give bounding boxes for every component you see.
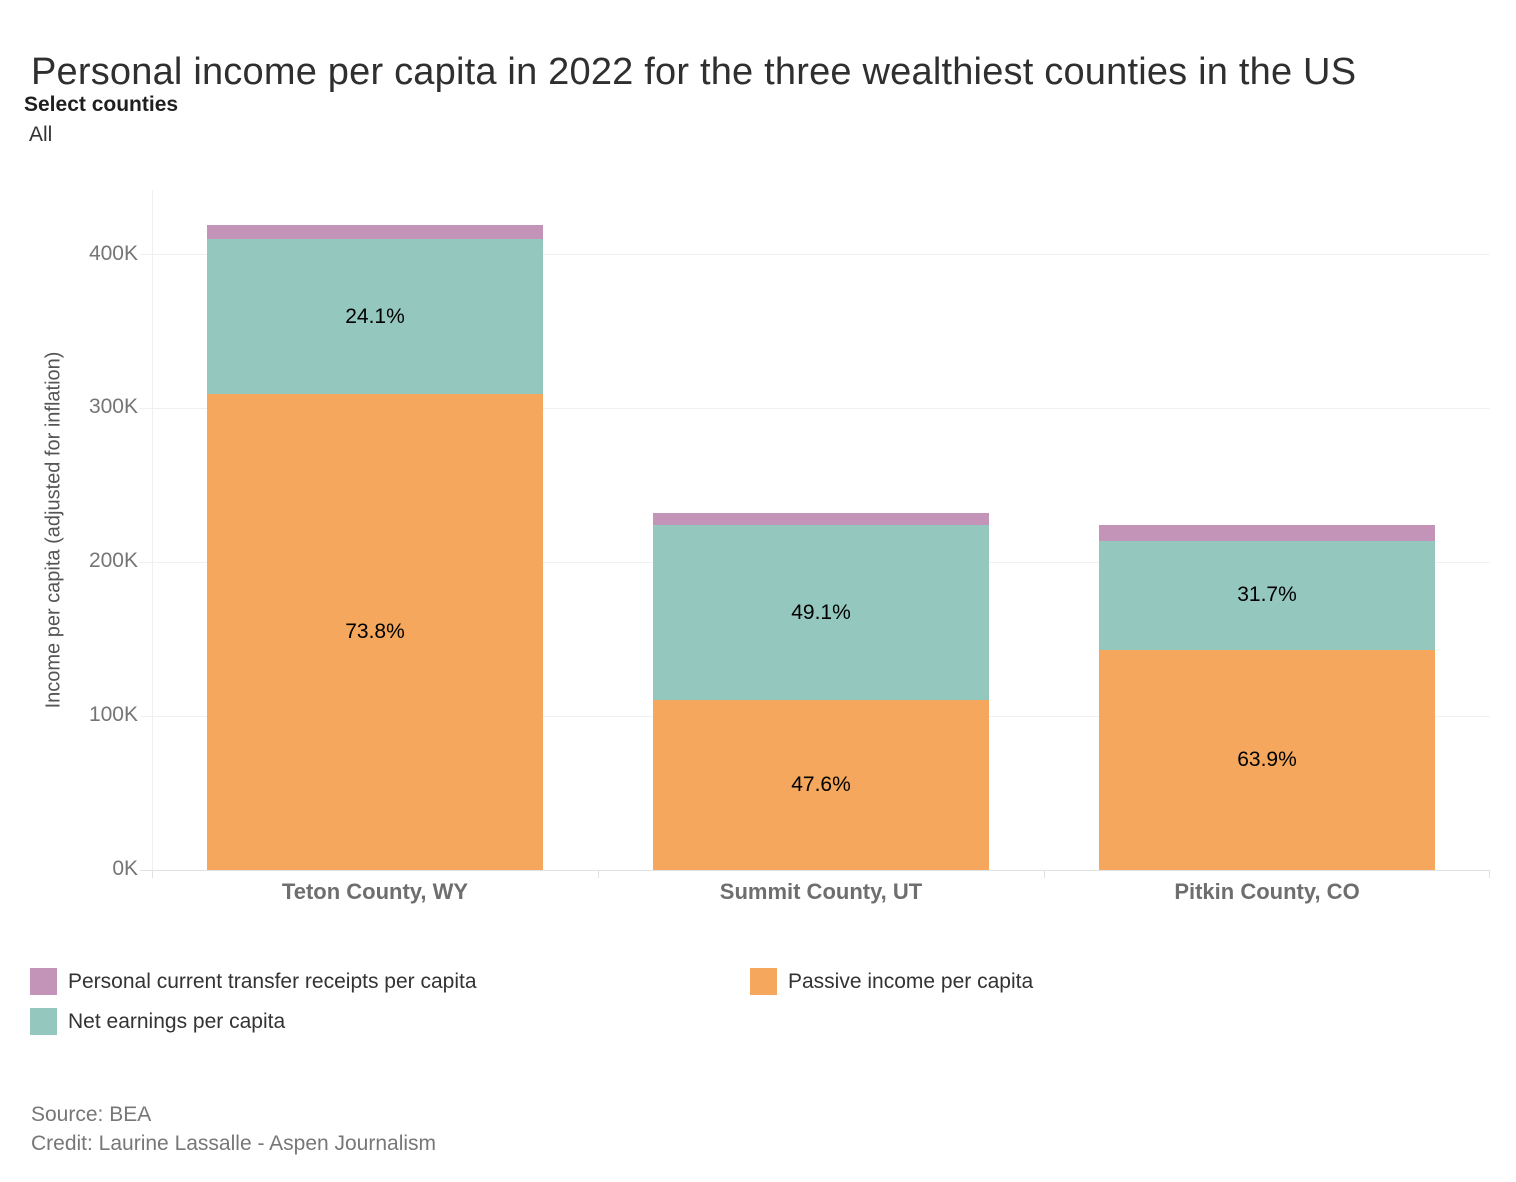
- bar-segment: 31.7%: [1099, 540, 1435, 650]
- legend-label: Personal current transfer receipts per c…: [68, 969, 477, 993]
- legend-label: Passive income per capita: [788, 969, 1034, 993]
- county-filter-value[interactable]: All: [29, 123, 53, 146]
- footer: Source: BEA Credit: Laurine Lassalle - A…: [31, 1100, 436, 1158]
- bar-column: 47.6% 49.1% Summit County, UT: [598, 190, 1044, 904]
- bar-segment: [207, 225, 543, 239]
- segment-percent-label: 73.8%: [345, 620, 405, 644]
- segment-percent-label: 31.7%: [1237, 583, 1297, 607]
- legend-swatch: [30, 968, 57, 995]
- legend-label: Net earnings per capita: [68, 1009, 286, 1033]
- x-axis-category-label: Summit County, UT: [719, 879, 923, 904]
- credit-note: Credit: Laurine Lassalle - Aspen Journal…: [31, 1132, 437, 1155]
- legend: Personal current transfer receipts per c…: [30, 968, 1033, 1035]
- x-axis-category-label: Pitkin County, CO: [1174, 879, 1360, 904]
- y-tick-label: 0K: [112, 857, 138, 880]
- bar-column: 73.8% 24.1% Teton County, WY: [152, 190, 598, 904]
- segment-percent-label: 24.1%: [345, 304, 405, 328]
- page-title: Personal income per capita in 2022 for t…: [31, 51, 1357, 94]
- plot-area: 0K 100K 200K 300K 400K 73.8% 24.1% Teton County…: [89, 190, 1490, 904]
- bar-segment: [1099, 525, 1435, 541]
- legend-item: Net earnings per capita: [30, 1008, 750, 1035]
- y-gridline: [140, 869, 1490, 871]
- bar-segment: 73.8%: [207, 394, 543, 870]
- y-tick-label: 300K: [88, 395, 138, 419]
- legend-item: Passive income per capita: [750, 968, 1033, 995]
- x-axis-tick: [598, 870, 599, 878]
- legend-swatch: [30, 1008, 57, 1035]
- segment-percent-label: 63.9%: [1237, 747, 1297, 771]
- bar-segment: 63.9%: [1099, 649, 1435, 870]
- bar-segment: 49.1%: [653, 524, 989, 701]
- y-gridline: [140, 254, 1490, 256]
- segment-percent-label: 49.1%: [791, 600, 851, 624]
- legend-item: Personal current transfer receipts per c…: [30, 968, 750, 995]
- source-note: Source: BEA: [31, 1103, 152, 1126]
- bar-segment: [653, 513, 989, 525]
- bar-segment: 24.1%: [207, 238, 543, 395]
- county-filter-label: Select counties: [24, 93, 179, 116]
- bar-column: 63.9% 31.7% Pitkin County, CO: [1044, 190, 1490, 904]
- stacked-bar: 47.6% 49.1%: [653, 190, 989, 870]
- legend-swatch: [750, 968, 777, 995]
- y-gridline: [140, 407, 1490, 409]
- stacked-bar: 63.9% 31.7%: [1099, 190, 1435, 870]
- x-axis-category-label: Teton County, WY: [281, 879, 469, 904]
- x-axis-tick: [1044, 870, 1045, 878]
- x-axis-tick: [1489, 870, 1490, 878]
- y-tick-label: 400K: [88, 241, 138, 265]
- segment-percent-label: 47.6%: [791, 773, 851, 797]
- stacked-bar: 73.8% 24.1%: [207, 190, 543, 870]
- y-axis-line: [152, 190, 153, 870]
- y-tick-label: 100K: [88, 703, 138, 727]
- bar-segment: 47.6%: [653, 700, 989, 870]
- x-axis-tick: [152, 870, 153, 878]
- y-tick-label: 200K: [88, 549, 138, 573]
